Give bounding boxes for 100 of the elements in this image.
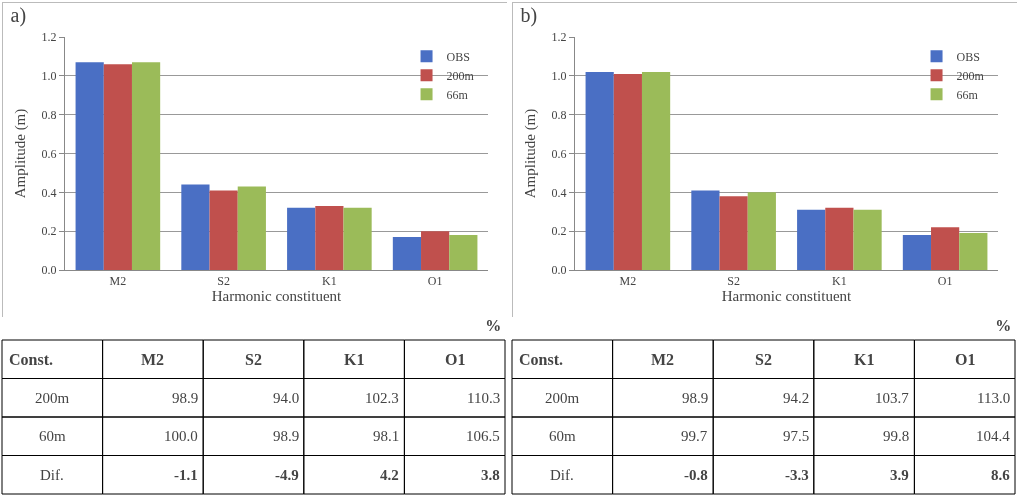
x-tick-label: S2 bbox=[727, 274, 740, 289]
bar bbox=[131, 62, 161, 270]
x-tick-label: S2 bbox=[217, 274, 230, 289]
y-tick-label: 0.2 bbox=[551, 224, 567, 239]
data-label: 98.9 bbox=[172, 390, 199, 406]
legend-label: 200m bbox=[956, 68, 985, 83]
data-label: 98.9 bbox=[682, 390, 709, 406]
x-tick-label: M2 bbox=[619, 274, 637, 289]
bar bbox=[853, 209, 882, 270]
data-label: 104.4 bbox=[976, 428, 1011, 444]
y-tick-label: 0.6 bbox=[41, 146, 57, 161]
data-label: 94.0 bbox=[273, 390, 300, 406]
y-tick-label: 200m bbox=[545, 390, 580, 406]
data-label: 3.8 bbox=[481, 467, 500, 483]
bar bbox=[747, 192, 776, 270]
y-axis-title: Const. bbox=[9, 351, 54, 368]
x-tick-label: O1 bbox=[955, 351, 976, 368]
y-axis-title: Amplitude (m) bbox=[12, 108, 29, 199]
bar bbox=[691, 190, 720, 270]
x-tick-label: O1 bbox=[427, 274, 443, 289]
bar bbox=[931, 227, 960, 270]
data-label: 3.9 bbox=[890, 467, 909, 483]
chart-title: b) bbox=[520, 3, 538, 27]
data-label: 113.0 bbox=[977, 390, 1011, 406]
y-tick-label: 200m bbox=[35, 390, 70, 406]
data-label: 94.2 bbox=[783, 390, 810, 406]
bar bbox=[75, 62, 104, 270]
bar bbox=[209, 190, 238, 270]
bar bbox=[421, 231, 450, 270]
data-label: 98.9 bbox=[273, 428, 300, 444]
data-label: 99.7 bbox=[681, 428, 708, 444]
bar bbox=[585, 71, 614, 270]
data-label: 100.0 bbox=[164, 428, 198, 444]
bar bbox=[181, 184, 210, 270]
data-label: 110.3 bbox=[467, 390, 501, 406]
x-tick-label: K1 bbox=[832, 274, 847, 289]
y-tick-label: 60m bbox=[549, 428, 576, 444]
x-tick-label: M2 bbox=[109, 274, 127, 289]
chart-title: a) bbox=[10, 3, 27, 27]
data-label: 4.2 bbox=[380, 467, 399, 483]
legend-label: OBS bbox=[446, 49, 470, 64]
legend-label: OBS bbox=[956, 49, 980, 64]
bar bbox=[641, 71, 671, 270]
x-tick-label: M2 bbox=[651, 351, 675, 368]
y-tick-label: 60m bbox=[39, 428, 66, 444]
data-label: 103.7 bbox=[875, 390, 910, 406]
x-axis-title: Harmonic constituent bbox=[211, 288, 343, 305]
data-label: 99.8 bbox=[883, 428, 910, 444]
data-label: 97.5 bbox=[783, 428, 810, 444]
legend-label: 66m bbox=[956, 87, 979, 102]
legend-label: 200m bbox=[446, 68, 475, 83]
data-label: -3.3 bbox=[785, 467, 809, 483]
x-tick-label: O1 bbox=[937, 274, 953, 289]
y-tick-label: 0.0 bbox=[551, 263, 567, 278]
x-tick-label: S2 bbox=[755, 351, 772, 368]
bar bbox=[392, 236, 422, 270]
bar bbox=[315, 205, 344, 270]
y-tick-label: 0.2 bbox=[41, 224, 57, 239]
y-tick-label: 0.4 bbox=[551, 185, 567, 200]
x-tick-label: M2 bbox=[141, 351, 165, 368]
x-tick-label: S2 bbox=[245, 351, 262, 368]
bar bbox=[719, 196, 748, 270]
data-label: 102.3 bbox=[365, 390, 399, 406]
bar bbox=[959, 233, 988, 270]
bar bbox=[902, 235, 932, 270]
data-label: -0.8 bbox=[684, 467, 708, 483]
x-tick-label: K1 bbox=[344, 351, 365, 368]
data-label: 98.1 bbox=[373, 428, 400, 444]
x-axis-title: Harmonic constituent bbox=[721, 288, 853, 305]
bar bbox=[103, 64, 132, 270]
y-tick-label: 0.4 bbox=[41, 185, 57, 200]
y-tick-label: 0.0 bbox=[41, 263, 57, 278]
y-tick-label: 1.2 bbox=[551, 30, 567, 45]
chart-title: % bbox=[995, 316, 1012, 334]
bar bbox=[237, 186, 266, 270]
y-tick-label: 1.0 bbox=[551, 69, 567, 84]
y-tick-label: Dif. bbox=[40, 467, 64, 483]
bar bbox=[287, 207, 316, 270]
x-tick-label: O1 bbox=[445, 351, 466, 368]
data-label: -1.1 bbox=[174, 467, 198, 483]
data-label: -4.9 bbox=[275, 467, 299, 483]
bar bbox=[797, 209, 826, 270]
bar bbox=[825, 207, 854, 270]
bar bbox=[449, 235, 478, 270]
data-label: 106.5 bbox=[466, 428, 500, 444]
y-tick-label: 0.6 bbox=[551, 146, 567, 161]
data-label: 8.6 bbox=[991, 467, 1011, 483]
y-tick-label: 1.0 bbox=[41, 69, 57, 84]
y-tick-label: 1.2 bbox=[41, 30, 57, 45]
bar bbox=[343, 207, 372, 270]
bar bbox=[613, 73, 642, 270]
y-tick-label: 0.8 bbox=[551, 107, 567, 122]
chart-title: % bbox=[485, 316, 502, 334]
legend-label: 66m bbox=[446, 87, 469, 102]
y-axis-title: Const. bbox=[519, 351, 564, 368]
y-tick-label: Dif. bbox=[550, 467, 574, 483]
x-tick-label: K1 bbox=[322, 274, 337, 289]
y-axis-title: Amplitude (m) bbox=[522, 108, 539, 199]
y-tick-label: 0.8 bbox=[41, 107, 57, 122]
x-tick-label: K1 bbox=[854, 351, 875, 368]
